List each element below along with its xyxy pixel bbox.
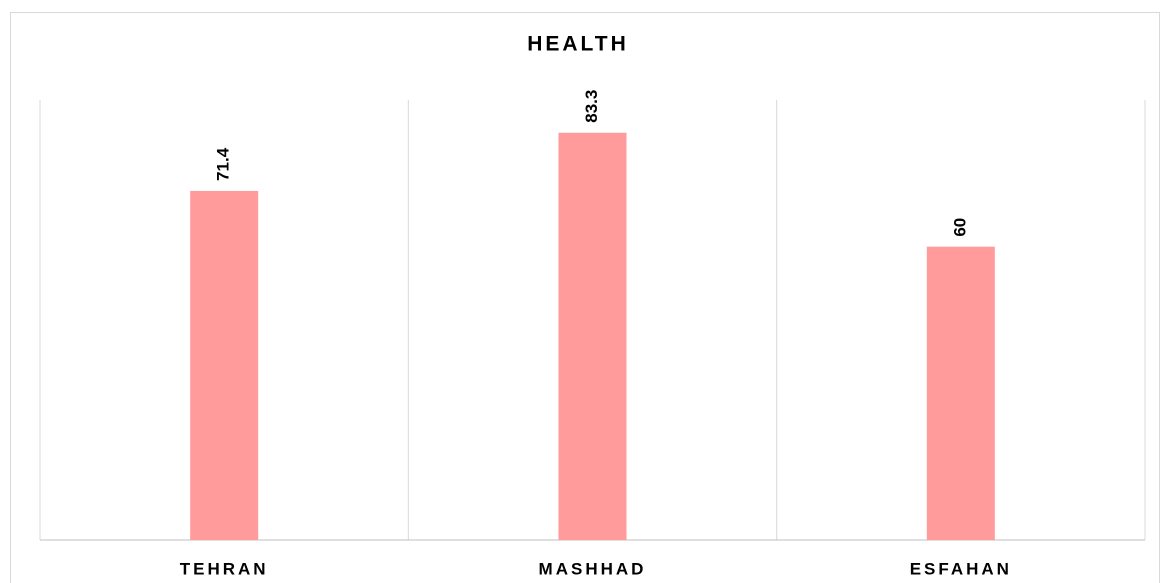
x-tick-label: TEHRAN	[180, 559, 269, 578]
data-label: 71.4	[214, 147, 233, 181]
x-tick-label: MASHHAD	[539, 559, 647, 578]
bar	[926, 246, 995, 540]
data-label: 60	[950, 218, 969, 237]
x-tick-label: ESFAHAN	[910, 559, 1012, 578]
data-label: 83.3	[582, 90, 601, 123]
bar	[558, 132, 627, 540]
bar	[190, 190, 259, 540]
chart-title: HEALTH	[527, 33, 629, 56]
